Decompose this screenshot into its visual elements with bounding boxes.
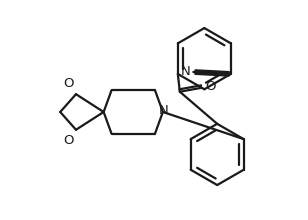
Text: N: N (180, 66, 190, 79)
Text: N: N (159, 103, 169, 117)
Text: O: O (205, 80, 216, 93)
Text: O: O (63, 77, 74, 90)
Text: O: O (63, 134, 74, 147)
